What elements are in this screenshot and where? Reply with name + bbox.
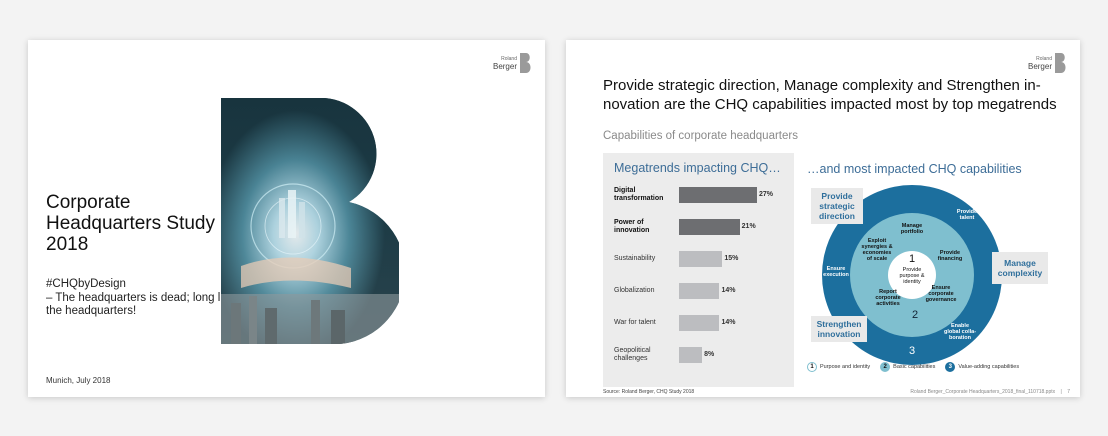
legend-item: 1 Purpose and identity [807,362,870,372]
slide-subtitle: Capabilities of corporate headquarters [603,130,798,142]
bar-value-label: 15% [724,255,739,262]
capabilities-wheel: 1 Provide purpose & identity 2 3 Manage … [822,185,1002,365]
b-photo-graphic [221,98,399,344]
bar-row: Geopolitical challenges 8% [614,343,790,367]
page-number: 7 [1067,389,1070,395]
presentation-title: Corporate Headquarters Study 2018 [46,192,215,255]
activities-line-2: corporate [875,295,900,301]
megatrends-title: Megatrends impacting CHQ… [614,161,781,175]
execution-line-1: Ensure [827,266,846,272]
synergies-line-1: Exploit [868,238,887,244]
callout-strengthen-innovation: Strengthen innovation [811,316,867,342]
portfolio-line-2: portfolio [901,229,924,235]
presentation-tagline: #CHQbyDesign – The headquarters is dead;… [46,278,236,319]
megatrends-panel: Megatrends impacting CHQ… Digital transf… [603,153,794,387]
execution-line-2: execution [823,272,849,278]
callout-manage-complexity: Manage complexity [992,252,1048,284]
bar [679,251,723,267]
talent-line-2: talent [960,215,975,221]
legend-label: Value-adding capabilities [958,364,1020,370]
activities-line-3: activities [876,301,900,307]
legend-dot-2: 2 [880,362,891,372]
bar-row: War for talent 14% [614,311,790,335]
b-logo-icon [520,53,531,73]
capabilities-title: …and most impacted CHQ capabilities [807,162,1022,176]
slide-headline: Provide strategic direction, Manage comp… [603,77,1057,113]
legend-dot-1: 1 [807,362,817,372]
brand-name-small: Roland [501,56,517,62]
bar-row: Digital transformation 27% [614,183,790,207]
title-slide[interactable]: Roland Berger Corporate Headquarters Stu… [28,40,545,397]
brand-logo: Roland Berger [1028,52,1068,74]
bar-label: Globalization [614,286,655,294]
bar [679,283,720,299]
tagline: – The headquarters is dead; long live th… [46,291,236,318]
legend-item: 3 Value-adding capabilities [945,362,1019,372]
portfolio-line-1: Manage [902,223,922,229]
synergies-line-3: economies [863,250,892,256]
bar [679,347,703,363]
financing-line-2: financing [938,256,962,262]
brand-name: Berger [492,62,517,71]
source-note: Source: Roland Berger, CHQ Study 2018 [603,389,695,395]
legend-label: Purpose and identity [820,364,871,370]
synergies-line-4: of scale [867,256,887,262]
bar-row: Sustainability 15% [614,247,790,271]
bar-row: Globalization 14% [614,279,790,303]
talent-line-1: Provide [957,209,977,215]
governance-line-1: Ensure [932,285,951,291]
bar [679,187,757,203]
ring3-number: 3 [909,345,915,357]
bar-label: Power of innovation [614,218,650,235]
ring1-number: 1 [909,253,915,265]
governance-line-3: governance [926,297,957,303]
bar-row: Power of innovation 21% [614,215,790,239]
bar-label: Sustainability [614,254,656,262]
ring-core [888,251,936,299]
bar-value-label: 21% [741,223,756,230]
bar-label: Geopolitical challenges [614,346,651,363]
governance-line-2: corporate [928,291,953,297]
b-logo-icon [1055,53,1066,73]
file-name: Roland Berger_Corporate Headquarters_201… [910,389,1056,395]
hashtag: #CHQbyDesign [46,278,126,290]
legend-dot-3: 3 [945,362,956,372]
presentation-date: Munich, July 2018 [46,376,111,385]
bar-value-label: 14% [721,319,736,326]
core-line-2: purpose & [899,273,924,279]
financing-line-1: Provide [940,250,960,256]
file-footer: Roland Berger_Corporate Headquarters_201… [910,389,1070,395]
legend-item: 2 Basic capabilities [880,362,935,372]
callout-strategic-direction: Provide strategic direction [811,188,863,224]
ring2-number: 2 [912,309,918,321]
bar [679,315,720,331]
wheel-legend: 1 Purpose and identity 2 Basic capabilit… [807,362,1029,372]
brand-logo: Roland Berger [493,52,533,74]
collab-line-2: global colla- [944,329,976,335]
core-line-1: Provide [903,267,922,273]
brand-name: Berger [1027,62,1052,71]
activities-line-1: Report [879,289,897,295]
synergies-line-2: synergies & [861,244,892,250]
bar-value-label: 8% [704,351,715,358]
core-line-3: identity [903,279,921,285]
bar-label: Digital transformation [614,186,664,203]
legend-label: Basic capabilities [893,364,936,370]
content-slide[interactable]: Roland Berger Provide strategic directio… [566,40,1080,397]
collab-line-1: Enable [951,323,969,329]
bar-value-label: 14% [721,287,736,294]
bar-label: War for talent [614,318,656,326]
brand-name-small: Roland [1036,56,1052,62]
bar-value-label: 27% [759,191,774,198]
bar [679,219,740,235]
collab-line-3: boration [949,335,972,341]
